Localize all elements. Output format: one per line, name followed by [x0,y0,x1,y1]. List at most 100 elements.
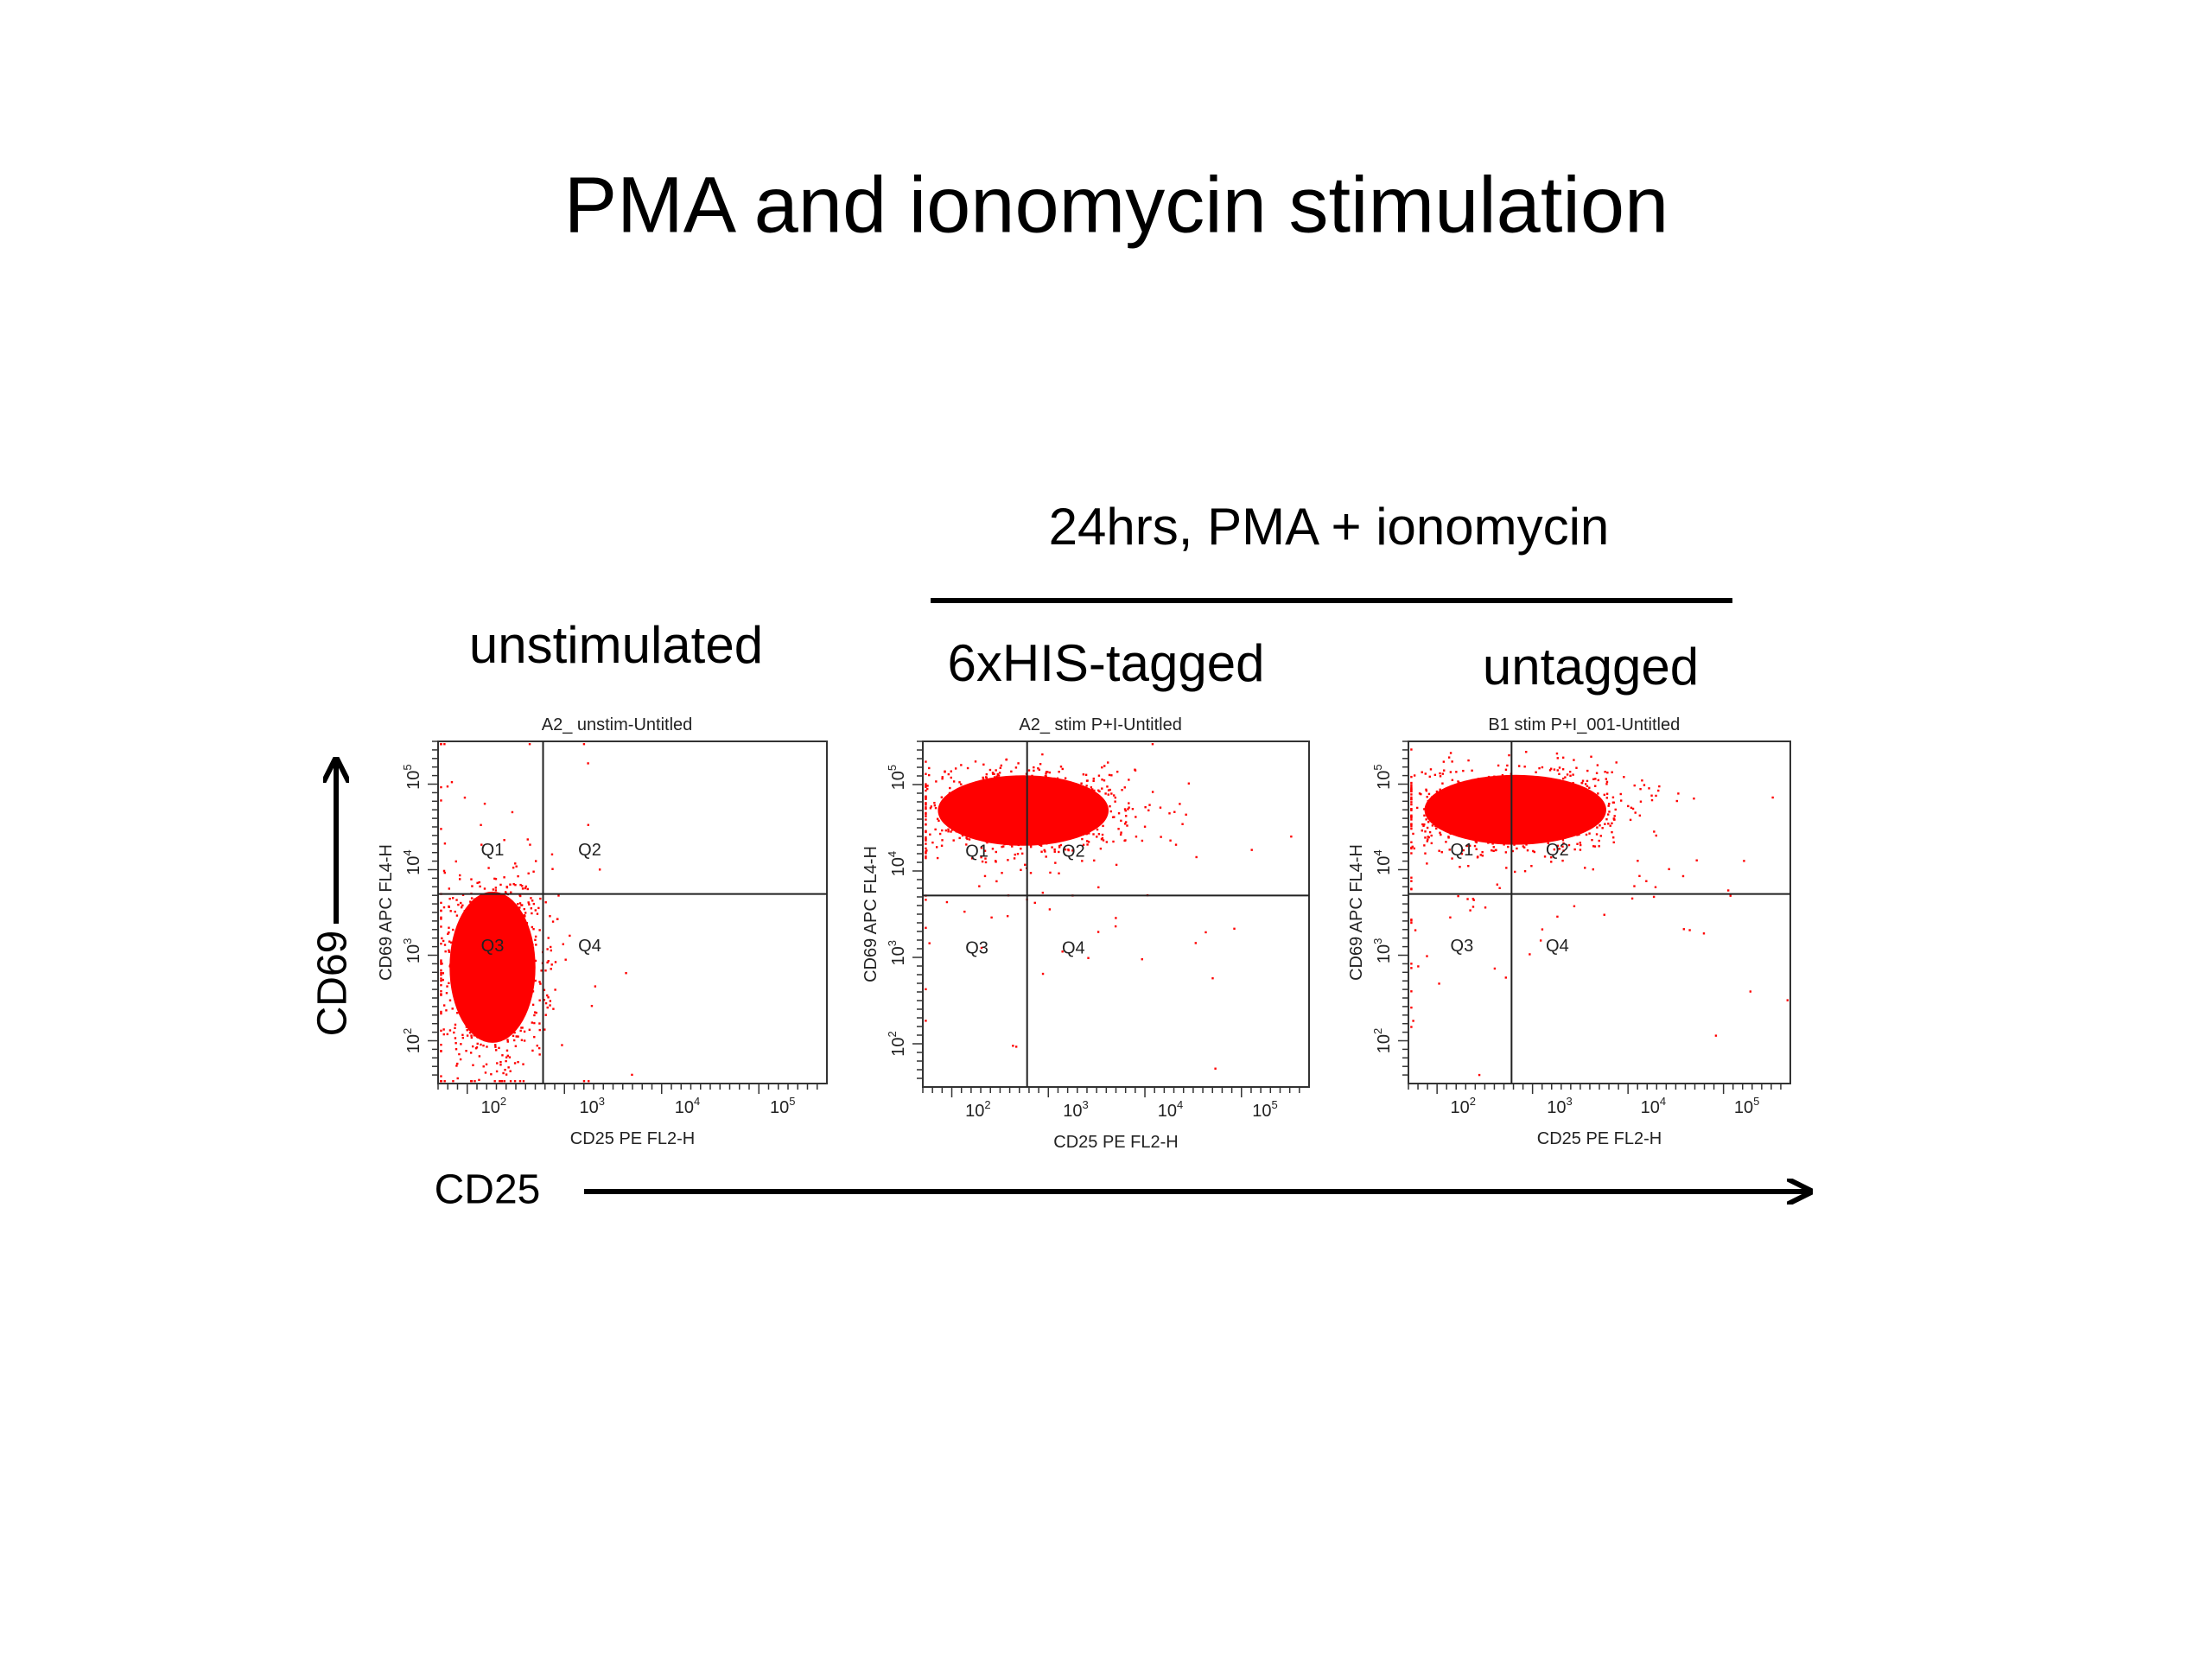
event-dot [1143,825,1147,828]
event-dot [520,963,524,967]
tick-base: 10 [481,1098,500,1117]
event-dot [509,883,512,886]
event-dot [1082,798,1085,802]
event-dot [929,833,931,836]
event-dot [1569,817,1572,820]
event-dot [1148,804,1151,806]
event-dot [1465,830,1468,833]
event-dot [503,899,505,902]
event-dot [1089,790,1092,792]
event-dot [976,798,978,801]
event-dot [501,948,504,950]
tick-exp: 3 [886,940,899,946]
event-dot [486,937,489,939]
event-dot [482,899,485,903]
event-dot [524,925,527,927]
event-dot [1500,826,1503,829]
event-dot [525,922,529,925]
event-dot [529,982,532,985]
event-dot [985,834,988,837]
panel-label: untagged [1483,638,1699,696]
event-dot [1477,828,1479,830]
event-dot [925,802,927,804]
event-dot [457,931,460,934]
event-dot [951,822,955,824]
event-dot [1071,849,1074,852]
event-dot [447,932,449,936]
slide-title: PMA and ionomycin stimulation [564,161,1669,249]
event-dot [503,876,505,879]
event-dot [1048,771,1052,774]
event-dot [484,1005,486,1007]
event-dot [1478,1073,1481,1077]
event-dot [1551,802,1554,804]
event-dot [1005,835,1008,838]
event-dot [511,943,514,945]
event-dot [1570,792,1573,795]
event-dot [467,957,470,961]
event-dot [486,942,490,944]
event-dot [1484,811,1487,814]
event-dot [1605,783,1608,785]
event-dot [498,934,500,938]
event-dot [1499,781,1502,785]
event-dot [504,916,507,918]
event-dot [467,961,470,963]
event-dot [991,800,994,804]
event-dot [1099,816,1102,818]
event-dot [1214,1067,1217,1070]
event-dot [1066,823,1070,826]
event-dot [1523,801,1526,804]
event-dot [1004,810,1007,813]
event-dot [957,824,959,827]
event-dot [995,800,998,803]
event-dot [1101,779,1103,781]
event-dot [514,1045,518,1047]
event-dot [1000,764,1003,767]
event-dot [526,991,529,994]
event-dot [1065,788,1067,791]
event-dot [1668,868,1670,871]
event-dot [1531,794,1535,798]
event-dot [1447,836,1450,839]
event-dot [440,909,442,912]
event-dot [464,982,467,984]
event-dot [1491,813,1494,816]
event-dot [521,885,524,887]
event-dot [1480,818,1483,821]
event-dot [1714,1034,1718,1037]
event-dot [1556,784,1560,786]
event-dot [551,868,554,870]
event-dot [507,1020,511,1022]
event-dot [1074,827,1077,830]
event-dot [1749,990,1752,993]
event-dot [500,954,503,957]
event-dot [488,959,491,963]
event-dot [505,992,508,995]
plot-x-label: CD25 PE FL2-H [570,1129,696,1148]
event-dot [459,983,462,986]
event-dot [995,880,998,883]
event-dot [1422,824,1425,828]
event-dot [1530,822,1534,825]
event-dot [1031,804,1034,808]
event-dot [1007,800,1011,804]
event-dot [484,956,487,958]
event-dot [524,982,526,984]
plot-x-label: CD25 PE FL2-H [1537,1129,1662,1148]
event-dot [475,1007,479,1011]
event-dot [994,779,996,782]
event-dot [1599,824,1601,827]
event-dot [1096,806,1100,809]
event-dot [515,1018,518,1021]
event-dot [510,1028,512,1032]
event-dot [1494,830,1497,833]
event-dot [965,830,969,833]
event-dot [507,939,510,943]
event-dot [1521,810,1523,812]
event-dot [1634,811,1637,814]
event-dot [1516,790,1519,792]
event-dot [1726,889,1730,892]
event-dot [1037,767,1039,770]
event-dot [1061,817,1064,820]
